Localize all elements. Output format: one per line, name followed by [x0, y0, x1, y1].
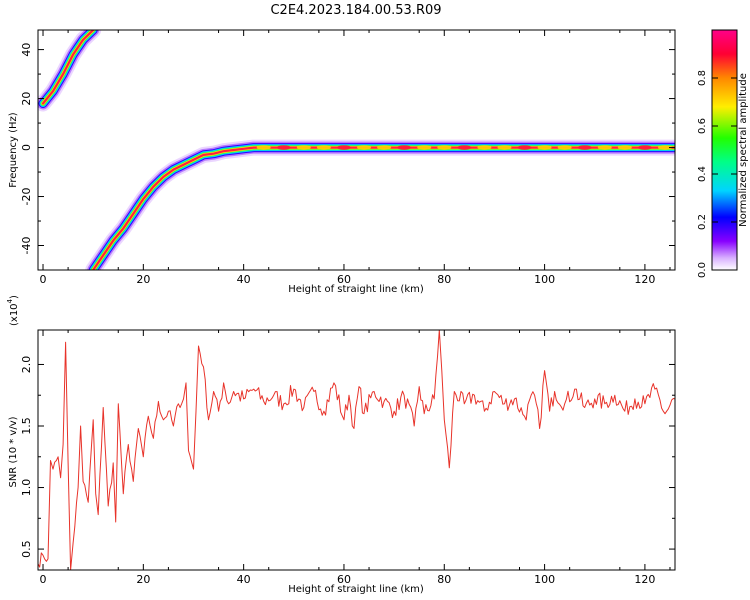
snr-series-line [38, 330, 675, 570]
ridge-blob [457, 145, 472, 150]
snr-scale-label: (x104) [6, 295, 20, 326]
snr-xtick-label: 80 [437, 573, 451, 586]
snr-scale-exponent: 4 [6, 298, 14, 303]
spectrogram-ridges [38, 30, 675, 270]
spectrogram-ylabel: Frequency (Hz) [8, 112, 19, 188]
ridge-blob [357, 145, 372, 150]
snr-ytick-label: 2.0 [20, 356, 33, 374]
spectrogram-ytick-label: -40 [20, 237, 33, 255]
ridge-blob [577, 145, 592, 150]
spectrogram-xtick-label: 100 [534, 273, 555, 286]
snr-scale-prefix: (x10 [9, 303, 20, 326]
colorbar-frame [711, 29, 738, 271]
spectrogram-ytick-label: 40 [20, 43, 33, 57]
snr-xlabel: Height of straight line (km) [288, 584, 424, 595]
snr-frame [37, 329, 676, 571]
spectrogram-xtick-label: 0 [40, 273, 47, 286]
spectrogram-panel: 0 20 40 60 80 100 120 -40 -20 0 20 40 Height of str… [8, 29, 676, 295]
ridge-blob [336, 145, 351, 150]
ridge-blob [497, 145, 512, 150]
figure-title: C2E4.2023.184.00.53.R09 [270, 3, 441, 18]
snr-ytick-label: 1.5 [20, 417, 33, 435]
colorbar: 0.0 0.2 0.4 0.6 0.8 Normalized spectral ampl… [697, 29, 749, 278]
ridge-blob [437, 145, 452, 150]
colorbar-ticks: 0.0 0.2 0.4 0.6 0.8 [697, 70, 737, 278]
ridge-main-layer-6 [92, 146, 675, 270]
ridge-blob [296, 145, 311, 150]
spectrogram-xtick-label: 120 [634, 273, 655, 286]
colorbar-tick-label: 0.6 [697, 118, 708, 134]
ridge-blob [316, 145, 331, 150]
colorbar-tick-label: 0.4 [697, 166, 708, 182]
ridge-blob [557, 145, 572, 150]
spectrogram-ytick-label: 0 [20, 144, 33, 151]
ridge-blob [256, 145, 271, 150]
spectrogram-xtick-label: 80 [437, 273, 451, 286]
ridge-blob [417, 145, 432, 150]
snr-xtick-label: 0 [40, 573, 47, 586]
svg-text:(x104): (x104) [6, 295, 20, 326]
snr-xtick-label: 40 [237, 573, 251, 586]
snr-ylabel: SNR (10 * v/v) [8, 416, 19, 487]
spectrogram-xtick-label: 20 [136, 273, 150, 286]
snr-xtick-label: 100 [534, 573, 555, 586]
ridge-blob [517, 145, 532, 150]
ridge-blob [477, 145, 492, 150]
snr-scale-suffix: ) [9, 295, 20, 299]
spectrogram-xtick-label: 40 [237, 273, 251, 286]
snr-xtick-label: 20 [136, 573, 150, 586]
ridge-blob [657, 145, 672, 150]
ridge-blob [617, 145, 632, 150]
spectrogram-ytick-label: 20 [20, 92, 33, 106]
ridge-blob [597, 145, 612, 150]
ridge-blob [537, 145, 552, 150]
spectrogram-xtick-label: 60 [337, 273, 351, 286]
spectrogram-ytick-label: -20 [20, 188, 33, 206]
spectrogram-xlabel: Height of straight line (km) [288, 284, 424, 295]
colorbar-label: Normalized spectral amplitude [738, 73, 749, 227]
ridge-blob [397, 145, 412, 150]
snr-xtick-label: 120 [634, 573, 655, 586]
colorbar-tick-label: 0.0 [697, 262, 708, 278]
ridge-upper-layer-6 [41, 30, 95, 105]
ridge-blob [377, 145, 392, 150]
spectrogram-axes: 0 20 40 60 80 100 120 -40 -20 0 20 40 [20, 30, 675, 286]
ridge-blob [276, 145, 291, 150]
colorbar-tick-label: 0.2 [697, 214, 708, 230]
colorbar-gradient [712, 30, 737, 270]
snr-xtick-label: 60 [337, 573, 351, 586]
spectrogram-frame [37, 29, 676, 271]
snr-axes: 0 20 40 60 80 100 120 0.5 1.0 1.5 2.0 [20, 330, 675, 586]
colorbar-tick-label: 0.8 [697, 70, 708, 86]
snr-ytick-label: 0.5 [20, 540, 33, 558]
ridge-blob [637, 145, 652, 150]
snr-panel: 0 20 40 60 80 100 120 0.5 1.0 1.5 2.0 Height of st… [6, 295, 676, 595]
snr-ytick-label: 1.0 [20, 479, 33, 497]
